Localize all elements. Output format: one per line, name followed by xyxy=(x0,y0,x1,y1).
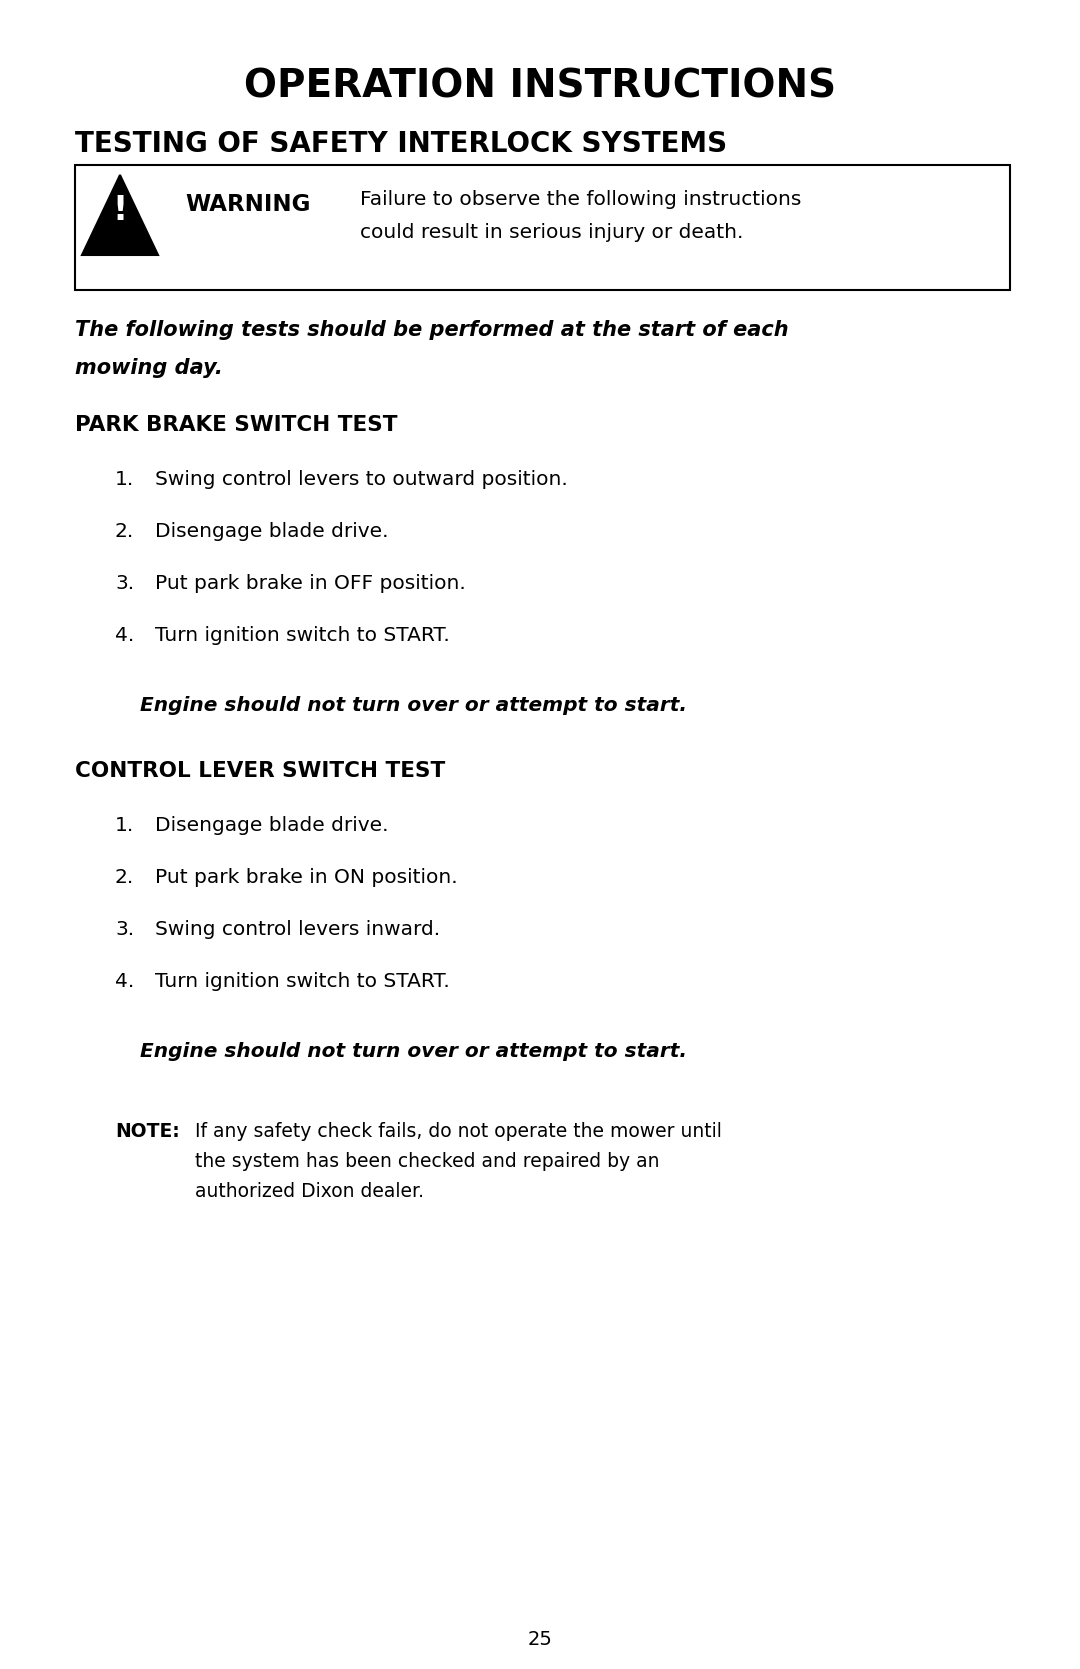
Text: Disengage blade drive.: Disengage blade drive. xyxy=(156,816,389,834)
Text: Put park brake in ON position.: Put park brake in ON position. xyxy=(156,868,458,886)
Text: If any safety check fails, do not operate the mower until: If any safety check fails, do not operat… xyxy=(195,1122,721,1142)
Text: TESTING OF SAFETY INTERLOCK SYSTEMS: TESTING OF SAFETY INTERLOCK SYSTEMS xyxy=(75,130,727,159)
Text: NOTE:: NOTE: xyxy=(114,1122,179,1142)
Text: 2.: 2. xyxy=(114,868,134,886)
Text: mowing day.: mowing day. xyxy=(75,357,222,377)
Text: Turn ignition switch to START.: Turn ignition switch to START. xyxy=(156,971,449,991)
Text: 1.: 1. xyxy=(114,816,134,834)
Polygon shape xyxy=(82,175,158,255)
FancyBboxPatch shape xyxy=(75,165,1010,290)
Text: 2.: 2. xyxy=(114,522,134,541)
Text: Swing control levers inward.: Swing control levers inward. xyxy=(156,920,441,940)
Text: Put park brake in OFF position.: Put park brake in OFF position. xyxy=(156,574,465,592)
Text: PARK BRAKE SWITCH TEST: PARK BRAKE SWITCH TEST xyxy=(75,416,397,436)
Text: Engine should not turn over or attempt to start.: Engine should not turn over or attempt t… xyxy=(140,1041,687,1061)
Text: authorized Dixon dealer.: authorized Dixon dealer. xyxy=(195,1182,424,1202)
Text: the system has been checked and repaired by an: the system has been checked and repaired… xyxy=(195,1152,660,1172)
Text: OPERATION INSTRUCTIONS: OPERATION INSTRUCTIONS xyxy=(244,68,836,107)
Text: Swing control levers to outward position.: Swing control levers to outward position… xyxy=(156,471,568,489)
Text: Turn ignition switch to START.: Turn ignition switch to START. xyxy=(156,626,449,644)
Text: 4.: 4. xyxy=(114,626,134,644)
Text: CONTROL LEVER SWITCH TEST: CONTROL LEVER SWITCH TEST xyxy=(75,761,445,781)
Text: 25: 25 xyxy=(527,1631,553,1649)
Text: 4.: 4. xyxy=(114,971,134,991)
Text: 3.: 3. xyxy=(114,920,134,940)
Text: 1.: 1. xyxy=(114,471,134,489)
Text: Failure to observe the following instructions: Failure to observe the following instruc… xyxy=(360,190,801,209)
Text: 3.: 3. xyxy=(114,574,134,592)
Text: !: ! xyxy=(112,195,127,227)
Text: The following tests should be performed at the start of each: The following tests should be performed … xyxy=(75,320,788,340)
Text: Engine should not turn over or attempt to start.: Engine should not turn over or attempt t… xyxy=(140,696,687,714)
Text: Disengage blade drive.: Disengage blade drive. xyxy=(156,522,389,541)
Text: could result in serious injury or death.: could result in serious injury or death. xyxy=(360,224,743,242)
Text: WARNING: WARNING xyxy=(185,194,310,215)
